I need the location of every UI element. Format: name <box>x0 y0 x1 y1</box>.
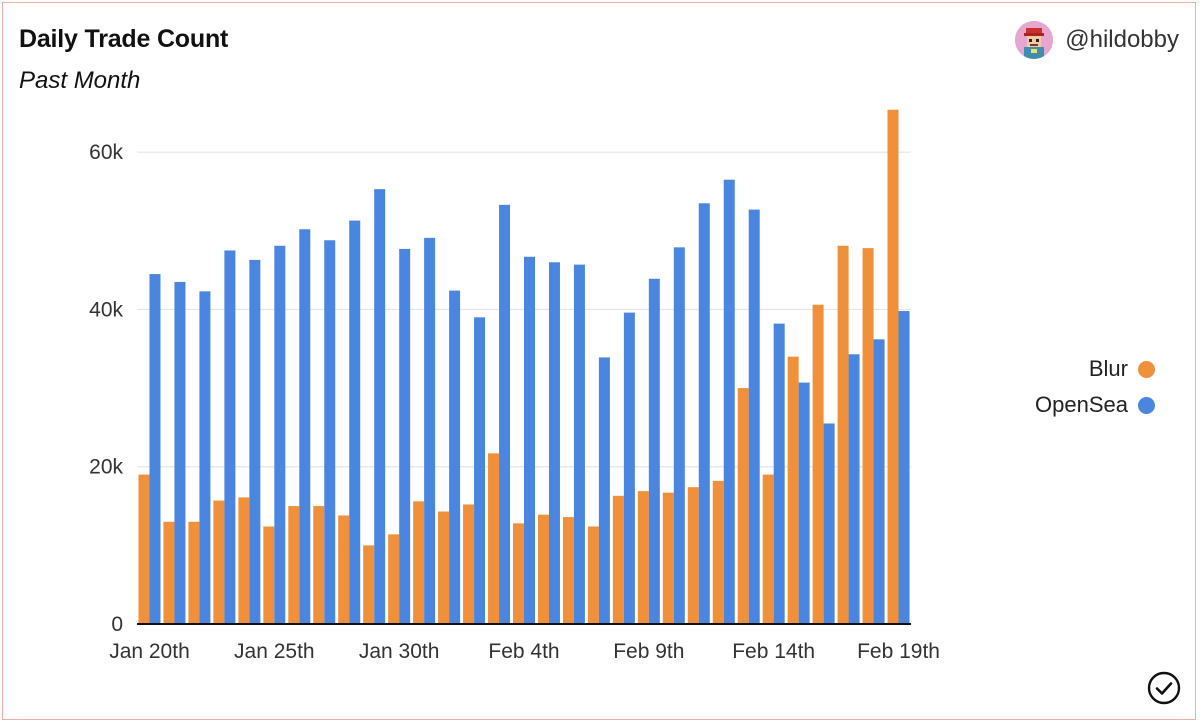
bar-blur[interactable] <box>188 521 200 624</box>
bar-opensea[interactable] <box>548 262 560 624</box>
bar-opensea[interactable] <box>149 274 161 624</box>
bar-opensea[interactable] <box>773 323 785 624</box>
legend-label-opensea: OpenSea <box>1035 392 1128 417</box>
bar-blur[interactable] <box>288 506 300 624</box>
bar-opensea[interactable] <box>499 204 511 625</box>
bar-blur[interactable] <box>138 474 150 624</box>
bar-opensea[interactable] <box>823 423 835 624</box>
checkmark-circle-icon <box>1147 671 1181 705</box>
bar-opensea[interactable] <box>199 291 211 624</box>
chart-legend: Blur OpenSea <box>1035 351 1155 423</box>
bar-blur[interactable] <box>837 245 849 624</box>
bar-opensea[interactable] <box>873 339 885 624</box>
pixel-avatar-icon <box>1015 21 1054 59</box>
author-badge[interactable]: @hildobby <box>1015 21 1179 59</box>
bar-opensea[interactable] <box>249 259 261 624</box>
bar-blur[interactable] <box>587 526 599 624</box>
bar-blur[interactable] <box>363 545 375 624</box>
bar-blur[interactable] <box>637 491 649 624</box>
bar-opensea[interactable] <box>424 237 436 625</box>
bar-blur[interactable] <box>712 480 724 624</box>
bar-opensea[interactable] <box>174 281 186 624</box>
bar-blur[interactable] <box>537 514 549 624</box>
bar-blur[interactable] <box>263 526 275 624</box>
bar-blur[interactable] <box>313 506 325 624</box>
x-tick-label: Feb 9th <box>613 640 684 663</box>
bar-opensea[interactable] <box>449 290 461 624</box>
legend-dot-opensea <box>1138 396 1155 414</box>
bar-blur[interactable] <box>413 501 425 624</box>
chart-subtitle: Past Month <box>19 67 141 94</box>
bar-opensea[interactable] <box>698 203 710 624</box>
bar-opensea[interactable] <box>598 357 610 624</box>
bar-opensea[interactable] <box>848 354 860 624</box>
chart-title: Daily Trade Count <box>19 25 229 53</box>
bar-opensea[interactable] <box>798 382 810 624</box>
bar-opensea[interactable] <box>324 240 336 624</box>
x-tick-label: Feb 4th <box>488 640 559 663</box>
bar-blur[interactable] <box>887 109 899 624</box>
bar-blur[interactable] <box>513 523 524 624</box>
bar-opensea[interactable] <box>673 247 685 624</box>
bar-opensea[interactable] <box>474 317 486 624</box>
bar-opensea[interactable] <box>723 179 735 625</box>
bar-blur[interactable] <box>463 504 475 624</box>
bar-blur[interactable] <box>562 517 574 624</box>
bar-blur[interactable] <box>213 500 225 624</box>
bar-blur[interactable] <box>338 515 350 624</box>
x-tick-label: Jan 25th <box>234 640 315 663</box>
legend-item-blur[interactable]: Blur <box>1035 351 1155 387</box>
bar-blur[interactable] <box>737 388 749 624</box>
bar-blur[interactable] <box>687 487 699 624</box>
legend-label-blur: Blur <box>1088 356 1128 381</box>
bar-opensea[interactable] <box>299 229 311 624</box>
bar-blur[interactable] <box>163 521 175 624</box>
x-tick-label: Feb 14th <box>732 640 815 663</box>
bar-opensea[interactable] <box>898 311 910 624</box>
bar-opensea[interactable] <box>623 312 635 624</box>
bar-blur[interactable] <box>488 453 500 624</box>
bar-blur[interactable] <box>388 534 400 624</box>
bar-blur[interactable] <box>787 356 799 624</box>
bar-opensea[interactable] <box>274 245 286 624</box>
y-tick-label: 40k <box>89 298 123 321</box>
bar-opensea[interactable] <box>349 220 361 624</box>
bar-blur[interactable] <box>862 248 874 625</box>
bar-opensea[interactable] <box>648 278 660 624</box>
bar-blur[interactable] <box>812 304 824 624</box>
y-tick-label: 60k <box>89 141 123 164</box>
bar-blur[interactable] <box>238 497 250 624</box>
bar-opensea[interactable] <box>399 248 411 624</box>
bar-blur[interactable] <box>762 474 774 624</box>
bar-blur[interactable] <box>438 511 450 624</box>
bar-blur[interactable] <box>662 492 674 624</box>
bar-opensea[interactable] <box>524 256 535 624</box>
legend-dot-blur <box>1138 360 1155 378</box>
y-tick-label: 0 <box>111 613 123 636</box>
y-tick-label: 20k <box>89 456 123 479</box>
x-tick-label: Feb 19th <box>857 640 940 663</box>
legend-item-opensea[interactable]: OpenSea <box>1035 387 1155 423</box>
bar-opensea[interactable] <box>224 250 236 624</box>
author-handle[interactable]: @hildobby <box>1065 26 1179 53</box>
x-tick-label: Jan 30th <box>359 640 440 663</box>
bar-opensea[interactable] <box>748 209 760 624</box>
bar-opensea[interactable] <box>573 264 585 624</box>
bar-blur[interactable] <box>612 495 624 624</box>
bar-opensea[interactable] <box>374 189 386 624</box>
x-tick-label: Jan 20th <box>109 640 190 663</box>
